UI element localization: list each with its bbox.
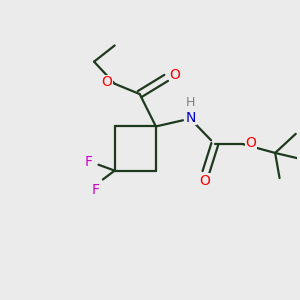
- Text: F: F: [92, 183, 100, 197]
- Text: O: O: [101, 75, 112, 89]
- Text: N: N: [185, 111, 196, 124]
- Text: F: F: [84, 155, 92, 169]
- Text: O: O: [246, 136, 256, 150]
- Text: O: O: [169, 68, 181, 82]
- Text: H: H: [186, 95, 195, 109]
- Text: O: O: [199, 174, 210, 188]
